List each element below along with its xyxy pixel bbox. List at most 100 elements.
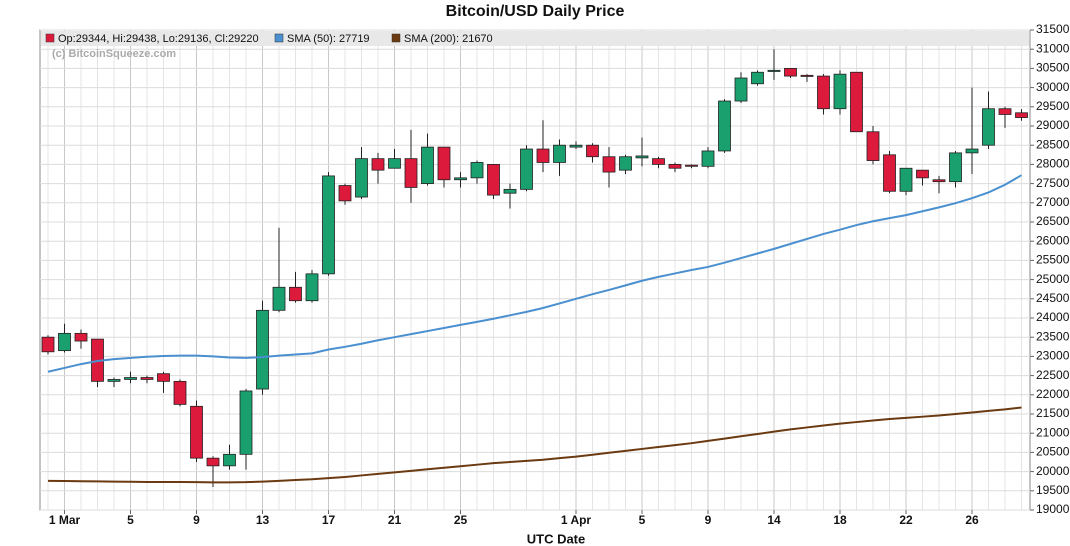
candle-body <box>371 158 385 171</box>
candle-body <box>190 405 203 459</box>
y-tick-label: 19500 <box>1036 483 1070 497</box>
candle-body <box>619 156 632 171</box>
candle-body <box>388 158 401 169</box>
y-tick-label: 30000 <box>1036 80 1070 94</box>
candle-body <box>74 332 88 342</box>
candle-body <box>503 188 517 194</box>
x-axis-title: UTC Date <box>527 531 586 546</box>
x-tick-label: 5 <box>639 513 646 527</box>
y-tick-label: 30500 <box>1036 61 1070 75</box>
candle-body <box>635 155 649 159</box>
legend-swatch <box>274 33 284 43</box>
y-tick-label: 29500 <box>1036 99 1070 113</box>
candle-body <box>487 163 500 196</box>
x-tick-label: 25 <box>454 513 468 527</box>
y-tick-label: 26000 <box>1036 233 1070 247</box>
x-tick-label: 21 <box>388 513 402 527</box>
y-tick-label: 28000 <box>1036 157 1070 171</box>
candle-body <box>899 167 913 192</box>
watermark: (c) BitcoinSqueeze.com <box>52 48 176 60</box>
candle-body <box>883 154 896 192</box>
y-tick-label: 19000 <box>1036 502 1070 516</box>
grid <box>40 29 1030 511</box>
plot-area <box>39 29 1031 511</box>
x-tick-label: 17 <box>322 513 336 527</box>
y-tick-label: 27500 <box>1036 176 1070 190</box>
y-tick-label: 28500 <box>1036 137 1070 151</box>
legend-label: SMA (200): 21670 <box>404 33 493 45</box>
candle-body <box>586 144 599 158</box>
candle-body <box>454 177 467 181</box>
x-tick-label: 13 <box>256 513 270 527</box>
candle-body <box>982 108 995 146</box>
legend-bg <box>41 31 1029 46</box>
candle-body <box>718 100 731 152</box>
legend-label: Op:29344, Hi:29438, Lo:29136, Cl:29220 <box>58 33 259 45</box>
candle-body <box>866 131 880 161</box>
candle-body <box>685 164 698 167</box>
candle-body <box>553 144 566 163</box>
candle-body <box>520 148 533 190</box>
candle-body <box>734 77 748 102</box>
candle-body <box>355 158 368 198</box>
y-tick-label: 29000 <box>1036 118 1070 132</box>
legend-label: SMA (50): 27719 <box>287 33 370 45</box>
sma-line <box>47 406 1022 484</box>
candle-body <box>305 273 319 302</box>
candle-body <box>916 169 929 179</box>
candle-body <box>41 336 55 353</box>
x-tick-label: 9 <box>705 513 712 527</box>
y-tick-label: 26500 <box>1036 214 1070 228</box>
candle-body <box>602 156 616 173</box>
candle-body <box>322 175 335 275</box>
candle-body <box>107 379 121 382</box>
candle-body <box>421 146 434 184</box>
x-tick-label: 1 Mar <box>49 513 81 527</box>
candle-body <box>932 179 946 183</box>
y-tick-label: 24000 <box>1036 310 1070 324</box>
x-tick-label: 14 <box>767 513 781 527</box>
candle-body <box>437 146 451 181</box>
candle-body <box>998 108 1012 115</box>
y-tick-label: 21500 <box>1036 406 1070 420</box>
candle-body <box>140 377 154 380</box>
candle-body <box>767 69 781 72</box>
y-tick-label: 24500 <box>1036 291 1070 305</box>
candle-body <box>173 380 187 405</box>
candle-body <box>817 75 830 110</box>
candle-body <box>272 286 286 311</box>
candle-body <box>157 373 170 382</box>
candle-body <box>404 158 418 188</box>
candle-body <box>652 158 665 165</box>
candle-body <box>206 457 220 467</box>
candle-body <box>800 74 814 77</box>
chart-title: Bitcoin/USD Daily Price <box>446 3 625 20</box>
y-tick-label: 20500 <box>1036 445 1070 459</box>
sma-line <box>47 174 1023 373</box>
candle-body <box>124 377 137 380</box>
candle-body <box>965 148 979 154</box>
candle-body <box>536 148 550 163</box>
candle-body <box>833 73 847 110</box>
y-tick-label: 31500 <box>1036 22 1070 36</box>
candle-body <box>239 390 253 455</box>
candle-body <box>784 68 797 77</box>
y-tick-label: 21000 <box>1036 425 1070 439</box>
y-tick-label: 22500 <box>1036 368 1070 382</box>
x-tick-label: 22 <box>899 513 913 527</box>
y-tick-label: 23500 <box>1036 329 1070 343</box>
y-tick-label: 22000 <box>1036 387 1070 401</box>
legend-swatch <box>45 33 55 43</box>
legend-swatch <box>391 33 401 43</box>
x-tick-label: 9 <box>193 513 200 527</box>
candle-body <box>850 71 863 133</box>
y-tick-label: 27000 <box>1036 195 1070 209</box>
candle-body <box>569 144 583 148</box>
candle-body <box>751 71 764 85</box>
x-tick-label: 26 <box>965 513 979 527</box>
candle-body <box>949 152 962 183</box>
candle-body <box>289 286 302 302</box>
candle-body <box>58 332 71 352</box>
candle-body <box>470 162 484 179</box>
